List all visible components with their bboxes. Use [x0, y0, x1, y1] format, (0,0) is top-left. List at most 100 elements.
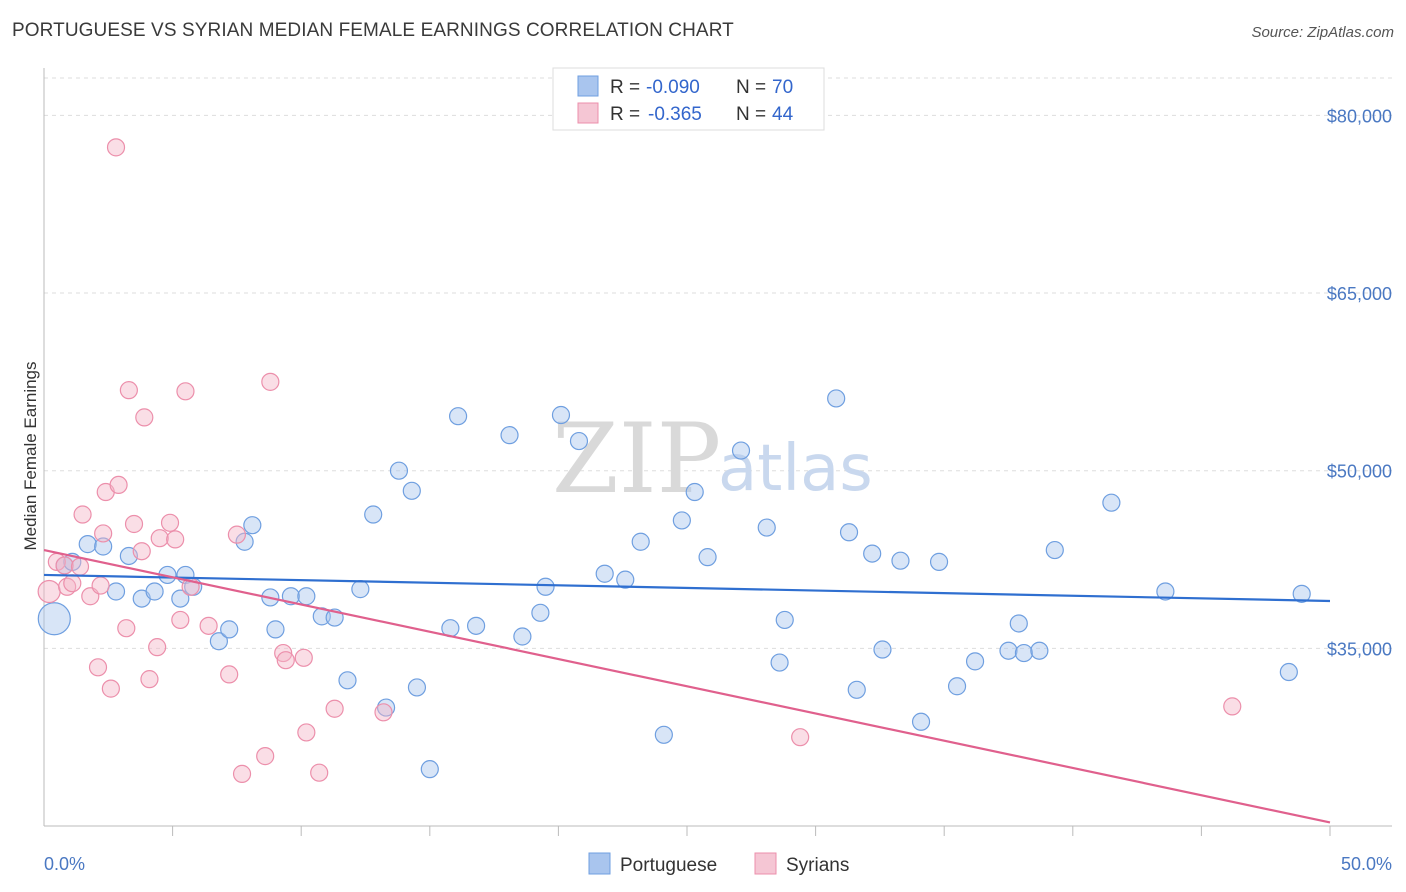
data-point: [500, 426, 519, 445]
data-point: [757, 518, 776, 537]
data-point: [1279, 662, 1298, 682]
data-point: [448, 407, 468, 426]
data-point: [297, 587, 316, 606]
y-tick-label: $35,000: [1327, 639, 1392, 659]
data-point: [911, 712, 931, 731]
watermark-zip: ZIP: [552, 403, 721, 515]
data-point: [364, 505, 383, 524]
data-point: [407, 678, 427, 697]
data-point: [176, 382, 195, 401]
data-point: [672, 511, 691, 530]
data-point: [775, 610, 794, 630]
data-point: [106, 138, 126, 157]
data-point: [140, 670, 159, 689]
data-point: [310, 763, 329, 782]
y-tick-label: $50,000: [1327, 462, 1392, 482]
data-point: [101, 679, 120, 698]
data-point: [847, 680, 866, 699]
data-point: [235, 532, 254, 551]
data-point: [88, 658, 108, 677]
legend-n-value-2: 44: [772, 104, 794, 125]
data-point: [891, 551, 910, 570]
data-point: [58, 577, 77, 596]
data-point: [965, 652, 985, 671]
legend-r-value-2: -0.365: [648, 104, 702, 125]
data-point: [261, 372, 280, 391]
data-point: [276, 651, 295, 670]
data-point: [531, 603, 550, 622]
data-point: [73, 505, 92, 524]
data-point: [1102, 493, 1121, 512]
data-point: [1223, 697, 1242, 716]
chart-title: PORTUGUESE VS SYRIAN MEDIAN FEMALE EARNI…: [12, 20, 734, 41]
data-point: [839, 523, 859, 542]
trend-line-portuguese: [43, 573, 1331, 603]
data-point: [132, 542, 151, 561]
data-point: [1009, 614, 1028, 633]
data-point: [232, 764, 252, 783]
data-point: [1030, 641, 1049, 660]
data-point: [256, 747, 275, 766]
data-point: [160, 513, 180, 532]
data-point: [166, 530, 185, 549]
data-point: [569, 431, 589, 451]
data-point: [297, 723, 316, 742]
stats-legend: R = -0.090 N = 70 R = -0.365 N = 44: [552, 67, 825, 131]
data-point: [117, 619, 136, 638]
data-point: [338, 671, 357, 690]
data-point: [466, 616, 486, 635]
data-point: [150, 529, 169, 548]
data-point: [266, 620, 285, 639]
legend-r-label-2: R =: [610, 104, 640, 125]
data-point: [1156, 582, 1175, 601]
data-point: [513, 627, 532, 646]
data-point: [929, 552, 949, 571]
source-label: Source: ZipAtlas.com: [1251, 24, 1394, 41]
legend-swatch-portuguese: [577, 75, 599, 97]
data-point: [124, 514, 144, 534]
data-point: [94, 524, 113, 543]
data-point: [171, 610, 190, 630]
data-point: [109, 475, 128, 494]
legend-n-value-1: 70: [772, 77, 793, 98]
data-point: [70, 557, 90, 576]
data-points: [37, 138, 1311, 783]
data-point: [731, 441, 751, 460]
data-point: [420, 760, 439, 779]
data-point: [148, 638, 167, 657]
data-point: [294, 648, 313, 667]
data-point: [351, 580, 370, 599]
data-point: [1014, 643, 1034, 663]
data-point: [685, 482, 704, 502]
data-point: [106, 582, 126, 601]
data-point: [827, 389, 846, 408]
data-point: [135, 408, 154, 427]
data-point: [791, 728, 810, 747]
legend-r-value-1: -0.090: [646, 77, 700, 98]
legend-swatch-syrians: [577, 102, 599, 124]
data-point: [145, 582, 164, 601]
y-axis-label: Median Female Earnings: [21, 362, 40, 551]
data-point: [536, 577, 555, 596]
data-point: [1292, 584, 1311, 603]
data-point: [171, 589, 190, 608]
data-point: [863, 544, 882, 563]
x-ticks: [172, 826, 1331, 836]
data-point: [1045, 540, 1064, 560]
data-point: [78, 535, 97, 554]
data-point: [402, 481, 421, 500]
x-tick-label-min: 0.0%: [44, 854, 85, 874]
data-point: [274, 643, 293, 663]
trend-lines: [43, 548, 1331, 824]
data-point: [999, 641, 1018, 660]
data-point: [243, 516, 262, 535]
trend-line-syrians: [43, 548, 1331, 824]
data-point: [325, 699, 344, 718]
legend-r-label-1: R =: [610, 77, 640, 98]
data-point: [209, 632, 228, 651]
series-legend-swatch-syrians: [754, 852, 777, 875]
data-point: [873, 640, 892, 659]
data-point: [94, 537, 113, 556]
data-point: [551, 405, 571, 425]
